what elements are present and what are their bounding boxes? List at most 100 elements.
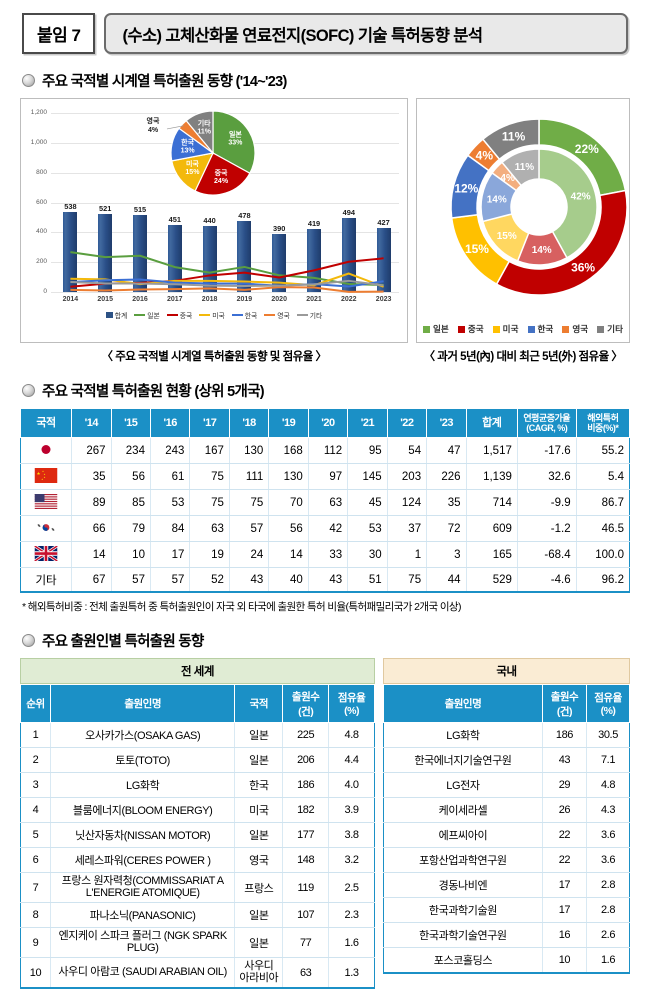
donut-slice-label: 42% [571,192,591,203]
year-value: 84 [150,516,189,542]
application-count: 206 [283,748,329,773]
nested-donut: 22%36%15%12%4%11%42%14%15%14%4%11% [417,99,650,344]
table-row: 케이세라셀264.3 [384,798,630,823]
header-line1: 연평균증가율 [523,413,570,423]
applicant-name: 세레스파워(CERES POWER ) [50,848,234,873]
column-header: '23 [427,409,466,438]
column-header: 점유율(%) [329,685,375,723]
cagr-value: -17.6 [517,438,576,464]
applicant-name: 엔지케이 스파크 플러그 (NGK SPARK PLUG) [50,928,234,958]
table-row: 한국과학기술연구원162.6 [384,923,630,948]
share-value: 3.8 [329,823,375,848]
table-row: 66798463575642533772609-1.246.5 [21,516,630,542]
nationality-value: 일본 [235,903,283,928]
share-value: 1.6 [329,928,375,958]
rank-value: 7 [21,873,51,903]
donut-slice-label: 15% [465,242,489,256]
column-header: '18 [229,409,268,438]
year-value: 53 [348,516,387,542]
donut-slice-label: 22% [575,142,599,156]
column-header: '19 [269,409,308,438]
year-value: 14 [269,542,308,568]
pie-slice-label: 미국 [186,159,199,168]
year-value: 40 [269,568,308,593]
year-value: 63 [308,490,347,516]
world-table-body: 1오사카가스(OSAKA GAS)일본2254.82토토(TOTO)일본2064… [21,723,375,989]
pie-slice-label: 24% [214,178,229,185]
caption-left: 〈 주요 국적별 시계열 특허출원 동향 및 점유율 〉 [20,348,408,364]
year-value: 56 [269,516,308,542]
us-flag-icon [21,490,72,516]
nationality-value: 사우디 아라비아 [235,958,283,989]
year-value: 243 [150,438,189,464]
share-value: 2.5 [329,873,375,903]
application-count: 186 [283,773,329,798]
share-value: 4.0 [329,773,375,798]
table-row: 포스코홀딩스101.6 [384,948,630,973]
document-header: 붙임 7 (수소) 고체산화물 연료전지(SOFC) 기술 특허동향 분석 [0,0,650,54]
svg-text:★: ★ [41,478,43,481]
year-value: 75 [190,464,229,490]
table-row: LG전자294.8 [384,773,630,798]
applicant-name: 경동나비엔 [384,873,543,898]
share-value: 4.4 [329,748,375,773]
country-label: 기타 [21,568,72,593]
year-value: 63 [190,516,229,542]
table-row: 4블룸에너지(BLOOM ENERGY)미국1823.9 [21,798,375,823]
table-row: 포항산업과학연구원223.6 [384,848,630,873]
timeseries-chart-panel: 02004006008001,0001,20053820145212015515… [20,98,408,343]
year-value: 51 [348,568,387,593]
section1-heading: 주요 국적별 시계열 특허출원 동향 ('14~'23) [22,70,650,91]
legend-item: 중국 [458,323,484,335]
year-value: 167 [190,438,229,464]
applicant-tables: 전 세계 순위출원인명국적출원수(건)점유율(%) 1오사카가스(OSAKA G… [20,658,630,989]
svg-text:★: ★ [44,475,46,478]
application-count: 16 [542,923,586,948]
application-count: 182 [283,798,329,823]
application-count: 63 [283,958,329,989]
share-value: 3.9 [329,798,375,823]
donut-legend: 일본중국미국한국영국기타 [417,323,629,335]
application-count: 17 [542,898,586,923]
column-header: '15 [111,409,150,438]
year-value: 37 [387,516,426,542]
country-patent-table: 국적'14'15'16'17'18'19'20'21'22'23합계연평균증가율… [20,408,630,593]
year-value: 17 [150,542,189,568]
year-value: 42 [308,516,347,542]
overseas-share-value: 55.2 [576,438,629,464]
section3-heading-text: 주요 출원인별 특허출원 동향 [42,630,204,651]
legend-item: 일본 [423,323,449,335]
applicant-name: LG화학 [384,723,543,748]
pie-slice-label: 4% [148,127,159,134]
legend-swatch [528,326,535,333]
applicant-name: 포스코홀딩스 [384,948,543,973]
application-count: 26 [542,798,586,823]
applicant-name: 파나소닉(PANASONIC) [50,903,234,928]
year-value: 3 [427,542,466,568]
year-value: 30 [348,542,387,568]
applicant-name: 블룸에너지(BLOOM ENERGY) [50,798,234,823]
table-row: 기타67575752434043517544529-4.696.2 [21,568,630,593]
cagr-value: -9.9 [517,490,576,516]
pie-slice-label: 일본 [229,130,242,139]
rank-value: 9 [21,928,51,958]
table-row: 한국과학기술원172.8 [384,898,630,923]
year-value: 14 [72,542,111,568]
table-row: 경동나비엔172.8 [384,873,630,898]
pie-slice-label: 13% [181,147,196,154]
timeseries-chart: 02004006008001,0001,20053820145212015515… [21,99,407,342]
cn-flag-icon: ★★★★★ [21,464,72,490]
gb-flag-icon [21,542,72,568]
country-table-body: 2672342431671301681129554471,517-17.655.… [21,438,630,593]
header-line1: 해외특허 [587,413,618,423]
year-value: 57 [150,568,189,593]
country-table-header-row: 국적'14'15'16'17'18'19'20'21'22'23합계연평균증가율… [21,409,630,438]
rank-value: 2 [21,748,51,773]
year-value: 57 [229,516,268,542]
year-value: 45 [348,490,387,516]
donut-chart: 22%36%15%12%4%11%42%14%15%14%4%11%일본중국미국… [417,99,629,342]
share-value: 2.3 [329,903,375,928]
column-header: 국적 [21,409,72,438]
jp-flag-icon [21,438,72,464]
year-value: 47 [427,438,466,464]
